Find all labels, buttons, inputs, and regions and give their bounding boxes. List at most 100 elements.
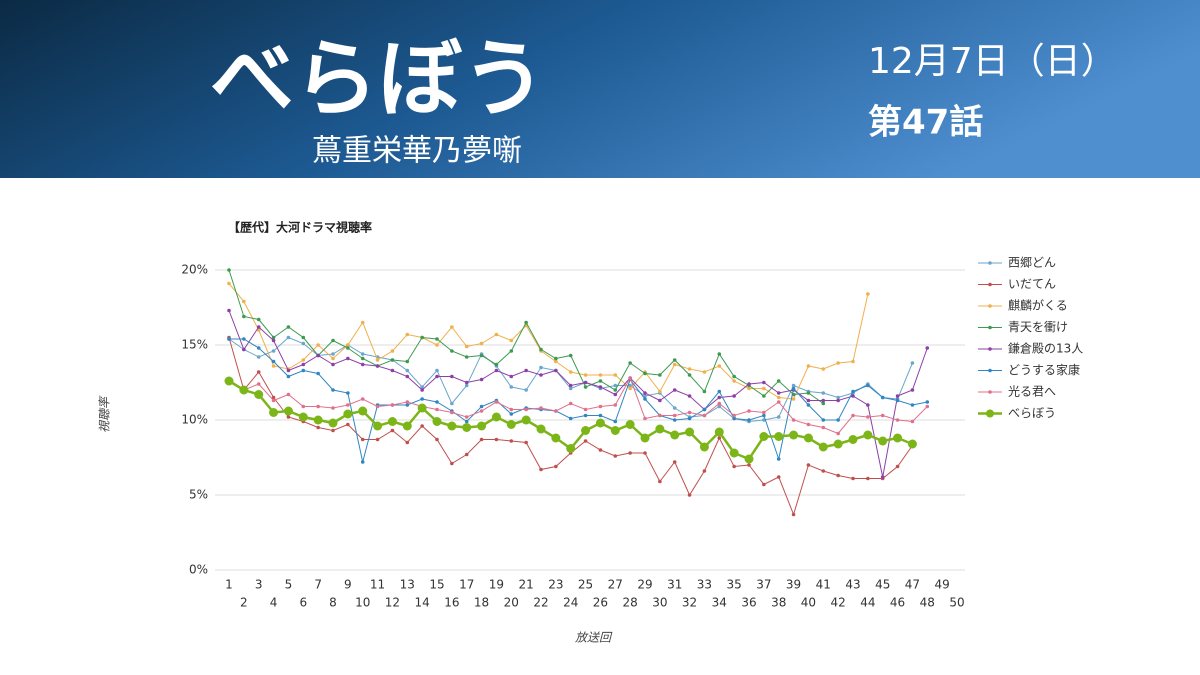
data-point [435, 368, 439, 373]
y-axis-label: 視聴率 [98, 395, 112, 433]
data-point [717, 436, 722, 440]
data-point [479, 341, 484, 346]
x-tick-label: 11 [370, 578, 385, 592]
data-point [524, 320, 528, 325]
data-point [331, 428, 335, 433]
data-point [242, 314, 246, 319]
data-point [880, 395, 885, 400]
data-point [286, 325, 291, 329]
banner-episode: 第47話 [868, 103, 983, 143]
data-point [598, 448, 603, 452]
data-point [776, 475, 781, 479]
data-point [346, 346, 350, 350]
data-point [613, 392, 618, 397]
data-point [256, 346, 261, 350]
data-point [554, 409, 558, 413]
data-point [390, 403, 395, 407]
legend-label: 青天を衝け [1008, 320, 1068, 334]
data-point [776, 457, 781, 461]
data-point [464, 344, 469, 349]
data-point [554, 356, 558, 361]
data-point [848, 435, 858, 444]
data-point [360, 362, 365, 367]
data-point [628, 376, 632, 380]
data-point [286, 374, 291, 379]
data-point [509, 349, 514, 353]
data-point [509, 374, 514, 379]
data-point [256, 355, 261, 359]
legend-label: どうする家康 [1008, 362, 1080, 377]
data-point [375, 364, 380, 368]
data-point [331, 338, 335, 343]
x-tick-label: 15 [429, 578, 444, 592]
data-point [714, 427, 724, 437]
data-point [346, 391, 350, 395]
data-point [851, 476, 855, 481]
legend-dot [986, 409, 994, 418]
legend-dot [988, 347, 992, 351]
data-point [925, 404, 930, 409]
data-point [477, 421, 487, 431]
x-tick-label: 35 [727, 578, 742, 592]
data-point [791, 383, 796, 388]
data-point [551, 433, 561, 443]
data-point [286, 392, 291, 397]
data-point [672, 418, 677, 422]
x-tick-label: 27 [608, 578, 623, 592]
data-point [242, 347, 246, 352]
data-point [732, 413, 736, 418]
data-point [479, 377, 484, 382]
legend-label: 西郷どん [1008, 256, 1056, 270]
legend-label: いだてん [1008, 277, 1056, 291]
data-point [643, 451, 647, 455]
data-point [806, 398, 811, 403]
banner [0, 0, 1200, 178]
data-point [658, 373, 662, 377]
data-point [524, 368, 528, 373]
data-point [269, 408, 279, 417]
x-tick-label: 13 [400, 578, 415, 592]
data-point [390, 358, 395, 362]
x-tick-label: 38 [771, 596, 786, 610]
data-point [806, 391, 811, 395]
data-point [818, 442, 828, 452]
data-point [539, 373, 543, 377]
data-point [539, 406, 543, 410]
x-tick-label: 42 [831, 596, 846, 610]
x-tick-label: 8 [329, 596, 337, 610]
data-point [227, 268, 231, 272]
data-point [358, 406, 368, 416]
data-point [803, 433, 813, 443]
data-point [670, 430, 680, 440]
data-point [791, 418, 796, 422]
data-point [685, 427, 695, 437]
data-point [360, 460, 365, 464]
data-point [851, 389, 855, 394]
data-point [360, 437, 365, 442]
data-point [405, 403, 410, 407]
data-point [732, 416, 736, 421]
x-tick-label: 31 [667, 578, 682, 592]
data-point [643, 394, 647, 398]
data-point [506, 420, 516, 429]
x-tick-label: 7 [314, 578, 322, 592]
x-tick-label: 24 [563, 596, 578, 610]
data-point [821, 367, 826, 371]
data-point [435, 407, 439, 412]
x-tick-label: 26 [593, 596, 608, 610]
data-point [583, 413, 588, 418]
data-point [256, 370, 261, 374]
data-point [405, 368, 410, 373]
data-point [390, 349, 395, 353]
data-point [776, 415, 781, 419]
data-point [821, 425, 826, 430]
x-tick-label: 6 [299, 596, 307, 610]
data-point [702, 469, 707, 473]
data-point [836, 361, 840, 365]
data-point [405, 400, 410, 404]
data-point [494, 400, 499, 404]
data-point [331, 352, 335, 356]
data-point [464, 419, 469, 424]
data-point [494, 362, 499, 367]
